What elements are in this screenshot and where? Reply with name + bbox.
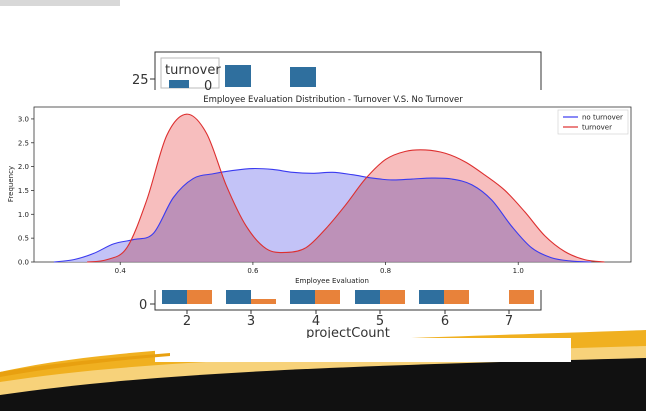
bg-xticks: 2 3 4 5 6 7 <box>183 310 513 329</box>
series-line-turnover <box>87 113 605 263</box>
bg-bar-top <box>290 67 316 87</box>
bg-ytick-label: 0 <box>139 298 147 313</box>
x-axis-label: Employee Evaluation <box>295 277 369 285</box>
bg-bar-bottom <box>444 290 469 304</box>
bg-bar-bottom <box>509 290 534 304</box>
legend-label-turnover: turnover <box>582 124 612 132</box>
legend-label-no-turnover: no turnover <box>582 114 623 122</box>
bg-bar-bottom <box>187 290 212 304</box>
white-overlay-card <box>155 338 571 362</box>
bg-bar-bottom <box>380 290 405 304</box>
bg-xtick-label: 7 <box>505 314 513 329</box>
x-tick-label: 0.8 <box>380 267 391 275</box>
bg-legend-swatch <box>169 80 189 88</box>
bottom-swoosh <box>0 330 646 411</box>
y-tick-label: 0.0 <box>18 259 29 267</box>
bg-bar-bottom <box>315 290 340 304</box>
bg-xtick-label: 2 <box>183 314 191 329</box>
bg-legend-title: turnover <box>165 63 221 78</box>
x-axis: 0.4 0.6 0.8 1.0 <box>115 262 524 275</box>
y-tick-label: 2.5 <box>18 139 29 147</box>
bg-xtick-label: 5 <box>376 314 384 329</box>
y-axis-label: Frequency <box>7 166 15 202</box>
area-fill-turnover <box>87 114 605 262</box>
evaluation-kde-chart: Employee Evaluation Distribution - Turno… <box>0 90 646 290</box>
bg-xtick-label: 4 <box>312 314 320 329</box>
bg-xlabel: projectCount <box>306 326 390 341</box>
x-tick-label: 0.6 <box>247 267 259 275</box>
x-tick-label: 0.4 <box>115 267 127 275</box>
bg-bar-bottom <box>162 290 187 304</box>
series-line-no-turnover <box>53 167 592 263</box>
bg-bar-bottom <box>226 290 251 304</box>
y-tick-label: 1.5 <box>18 187 29 195</box>
chart-title: Employee Evaluation Distribution - Turno… <box>203 95 463 105</box>
y-tick-label: 0.5 <box>18 235 29 243</box>
bg-ytick-label: 25 <box>132 73 149 88</box>
swoosh-dark <box>0 358 646 411</box>
bg-bar-bottom <box>355 290 380 304</box>
legend-box <box>557 109 629 135</box>
bg-bar-bottom <box>419 290 444 304</box>
bg-xtick-label: 6 <box>441 314 449 329</box>
swoosh-gold-edge <box>0 353 170 377</box>
top-left-smudge <box>0 0 120 6</box>
bg-legend-entry: 0 <box>204 79 212 94</box>
y-axis: 0.0 0.5 1.0 1.5 2.0 2.5 3.0 <box>18 115 34 267</box>
bg-bar-top <box>225 65 251 87</box>
area-layer <box>53 113 605 263</box>
legend: no turnover turnover <box>557 109 629 135</box>
bg-xtick-label: 3 <box>247 314 255 329</box>
y-tick-label: 2.0 <box>18 163 29 171</box>
y-tick-label: 3.0 <box>18 115 29 123</box>
bg-bar-bottom <box>290 290 315 304</box>
y-tick-label: 1.0 <box>18 211 29 219</box>
x-tick-label: 1.0 <box>513 267 524 275</box>
bg-bar-bottom <box>251 299 276 304</box>
